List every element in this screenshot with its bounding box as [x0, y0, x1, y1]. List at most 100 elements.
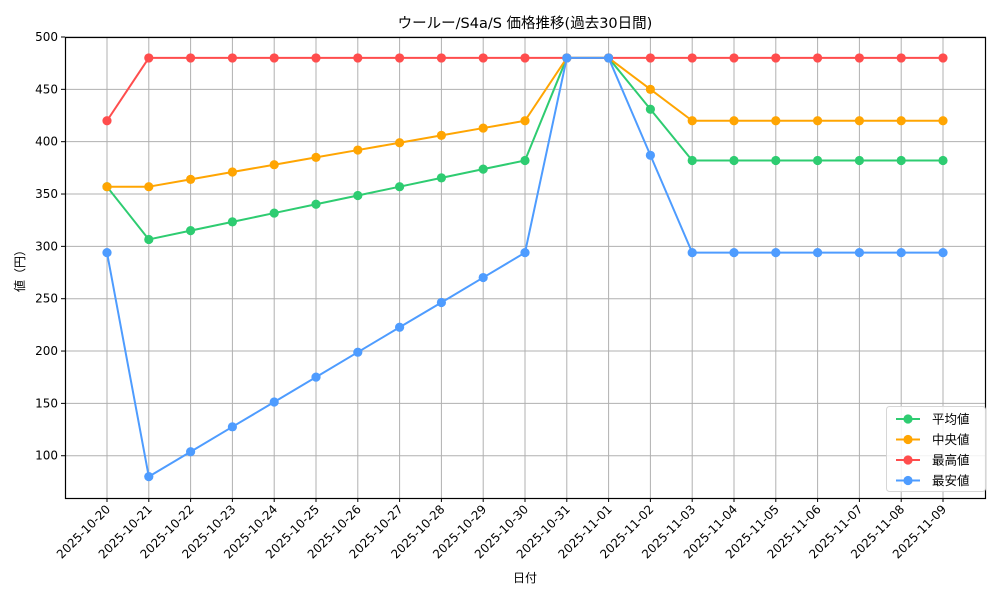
data-point-marker: [311, 372, 321, 382]
data-point-marker: [436, 130, 446, 140]
data-point-marker: [436, 53, 446, 63]
y-tick-label: 450: [35, 82, 58, 96]
data-point-marker: [436, 297, 446, 308]
data-point-marker: [645, 53, 656, 63]
data-point-marker: [227, 217, 237, 227]
data-point-marker: [269, 53, 279, 63]
data-point-marker: [938, 116, 948, 126]
data-point-marker: [938, 155, 948, 166]
data-point-marker: [645, 150, 656, 160]
chart-title: ウールー/S4a/S 価格推移(過去30日間): [398, 15, 653, 32]
y-tick-label: 200: [35, 344, 58, 358]
data-point-marker: [478, 272, 488, 283]
data-point-marker: [813, 248, 823, 258]
legend-label: 平均値: [932, 412, 970, 427]
data-point-marker: [771, 248, 781, 258]
series-1: [102, 53, 948, 192]
data-point-marker: [311, 152, 321, 162]
data-point-marker: [227, 53, 237, 63]
data-point-marker: [645, 84, 656, 94]
data-series: [102, 53, 948, 482]
y-tick-label: 100: [35, 449, 58, 463]
series-3: [102, 53, 948, 482]
data-point-marker: [144, 472, 154, 482]
data-point-marker: [520, 155, 530, 166]
data-point-marker: [227, 422, 237, 432]
data-point-marker: [771, 155, 781, 166]
data-point-marker: [896, 53, 906, 63]
data-point-marker: [520, 53, 530, 63]
data-point-marker: [687, 53, 697, 63]
x-axis-label: 日付: [513, 571, 537, 585]
series-2: [102, 53, 948, 126]
data-point-marker: [395, 322, 405, 332]
data-point-marker: [395, 138, 405, 148]
data-point-marker: [562, 53, 572, 63]
data-point-marker: [269, 160, 279, 170]
y-axis-label: 値（円）: [12, 244, 27, 292]
data-point-marker: [186, 174, 196, 184]
data-point-marker: [186, 226, 196, 236]
data-point-marker: [353, 347, 363, 357]
data-point-marker: [395, 53, 405, 63]
legend-label: 最高値: [932, 453, 970, 468]
data-point-marker: [896, 155, 906, 166]
data-point-marker: [311, 199, 321, 209]
data-point-marker: [520, 248, 530, 258]
legend-marker-icon: [903, 475, 913, 486]
data-point-marker: [311, 53, 321, 63]
data-point-marker: [729, 116, 739, 126]
data-point-marker: [353, 145, 363, 155]
data-point-marker: [478, 123, 488, 133]
data-point-marker: [813, 53, 823, 63]
data-point-marker: [938, 53, 948, 63]
y-tick-label: 400: [35, 135, 58, 149]
data-point-marker: [687, 116, 697, 126]
y-tick-label: 250: [35, 292, 58, 306]
data-point-marker: [854, 116, 865, 126]
data-point-marker: [687, 155, 697, 166]
data-point-marker: [938, 248, 948, 258]
data-point-marker: [896, 116, 906, 126]
data-point-marker: [353, 190, 363, 201]
data-point-marker: [227, 167, 237, 177]
y-tick-label: 150: [35, 396, 58, 410]
legend-label: 中央値: [932, 432, 970, 447]
legend-box: [886, 406, 986, 492]
series-0: [102, 53, 948, 245]
data-point-marker: [771, 53, 781, 63]
data-point-marker: [478, 164, 488, 174]
y-axis-ticks: 100 150 200 250 300 350 400 450 500: [35, 30, 65, 463]
data-point-marker: [395, 182, 405, 192]
data-point-marker: [102, 116, 112, 126]
data-point-marker: [102, 182, 112, 192]
data-point-marker: [645, 104, 656, 114]
y-tick-label: 500: [35, 30, 58, 44]
legend-marker-icon: [903, 434, 913, 445]
data-point-marker: [896, 248, 906, 258]
data-point-marker: [687, 248, 697, 258]
data-point-marker: [854, 53, 865, 63]
legend-label: 最安値: [932, 473, 970, 488]
data-point-marker: [604, 53, 614, 63]
y-tick-label: 300: [35, 239, 58, 253]
data-point-marker: [144, 234, 154, 245]
data-point-marker: [144, 53, 154, 63]
y-tick-label: 350: [35, 187, 58, 201]
data-point-marker: [771, 116, 781, 126]
data-point-marker: [854, 248, 865, 258]
data-point-marker: [144, 182, 154, 192]
data-point-marker: [186, 53, 196, 63]
data-point-marker: [269, 208, 279, 218]
legend-marker-icon: [903, 414, 913, 424]
data-point-marker: [520, 116, 530, 126]
data-point-marker: [186, 447, 196, 457]
data-point-marker: [729, 248, 739, 258]
data-point-marker: [813, 116, 823, 126]
data-point-marker: [436, 173, 446, 183]
data-point-marker: [854, 155, 865, 166]
